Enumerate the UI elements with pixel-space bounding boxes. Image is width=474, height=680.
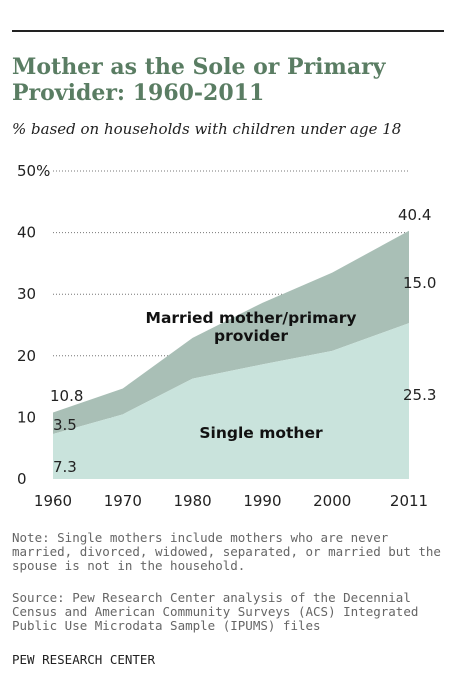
data-label-1960-total: 10.8 <box>50 387 83 405</box>
data-label-2011-total: 40.4 <box>398 206 431 224</box>
y-tick-label: 0 <box>17 470 27 488</box>
data-labels: 10.8 3.5 7.3 40.4 15.0 25.3 Married mother/pri… <box>50 206 436 476</box>
chart-title: Mother as the Sole or Primary Provider: … <box>12 54 386 106</box>
areas <box>53 230 409 479</box>
x-tick-label: 1990 <box>243 492 281 510</box>
y-tick-label: 40 <box>17 224 36 242</box>
pew-credit: PEW RESEARCH CENTER <box>12 652 155 667</box>
data-label-2011-single: 25.3 <box>403 386 436 404</box>
x-tick-label: 2011 <box>390 492 428 510</box>
top-rule <box>12 30 444 32</box>
y-tick-label: 50% <box>17 162 50 180</box>
x-tick-label: 1970 <box>104 492 142 510</box>
y-tick-label: 10 <box>17 408 36 426</box>
x-tick-label: 1960 <box>34 492 72 510</box>
data-label-2011-married: 15.0 <box>403 274 436 292</box>
married-series-label-line2: provider <box>214 327 288 345</box>
chart-source: Source: Pew Research Center analysis of … <box>12 590 419 633</box>
data-label-1960-married: 3.5 <box>53 416 77 434</box>
single-series-label: Single mother <box>199 424 323 442</box>
y-tick-label: 30 <box>17 285 36 303</box>
chart-note: Note: Single mothers include mothers who… <box>12 530 441 573</box>
y-axis-ticks: 0 10 20 30 40 50% <box>17 162 50 488</box>
married-mother-area <box>53 230 409 435</box>
x-tick-label: 2000 <box>313 492 351 510</box>
chart-subtitle: % based on households with children unde… <box>12 120 402 138</box>
x-tick-label: 1980 <box>174 492 212 510</box>
data-label-1960-single: 7.3 <box>53 458 77 476</box>
single-mother-area <box>53 323 409 479</box>
y-tick-label: 20 <box>17 347 36 365</box>
married-series-label-line1: Married mother/primary <box>146 309 357 327</box>
x-axis-ticks: 1960 1970 1980 1990 2000 2011 <box>34 492 428 510</box>
area-chart: 0 10 20 30 40 50% 1960 1970 1980 1990 2000 2011 10… <box>17 162 436 510</box>
